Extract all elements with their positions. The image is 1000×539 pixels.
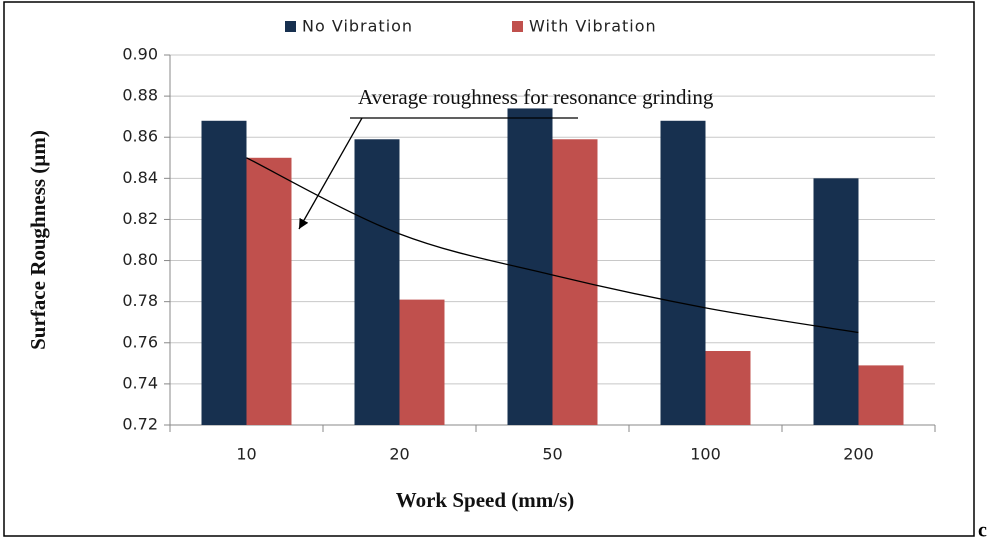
annotation: Average roughness for resonance grinding xyxy=(358,85,714,109)
y-tick-label: 0.76 xyxy=(122,332,158,351)
bar xyxy=(858,365,904,425)
trend-line xyxy=(246,157,859,334)
bar xyxy=(201,120,247,426)
frame xyxy=(3,1,975,537)
x-tick-label: 50 xyxy=(542,445,562,464)
x-axis-title: Work Speed (mm/s) xyxy=(396,488,575,512)
y-tick-label: 0.78 xyxy=(122,291,158,310)
y-tick-label: 0.74 xyxy=(122,373,158,392)
y-tick-label: 0.90 xyxy=(122,45,158,64)
panel-label: c xyxy=(978,520,987,539)
x-tick-label: 10 xyxy=(236,445,256,464)
legend-swatch xyxy=(285,21,296,32)
x-tick-label: 20 xyxy=(389,445,409,464)
bar xyxy=(813,178,859,425)
y-tick-label: 0.88 xyxy=(122,86,158,105)
x-tick-label: 100 xyxy=(690,445,721,464)
x-tick-label: 200 xyxy=(843,445,874,464)
bar xyxy=(705,351,751,425)
y-tick-label: 0.84 xyxy=(122,168,158,187)
bar xyxy=(246,157,292,425)
legend-label: No Vibration xyxy=(302,17,413,36)
y-axis-title: Surface Roughness (µm) xyxy=(26,130,50,350)
y-tick-label: 0.72 xyxy=(122,415,158,434)
bar xyxy=(660,120,706,426)
bar xyxy=(552,139,598,425)
y-tick-label: 0.86 xyxy=(122,127,158,146)
bar xyxy=(399,299,445,425)
legend-swatch xyxy=(512,21,523,32)
annotation-arrow xyxy=(298,117,363,230)
legend-label: With Vibration xyxy=(529,17,657,36)
y-tick-label: 0.80 xyxy=(122,250,158,269)
y-tick-label: 0.82 xyxy=(122,209,158,228)
bar xyxy=(354,139,400,425)
